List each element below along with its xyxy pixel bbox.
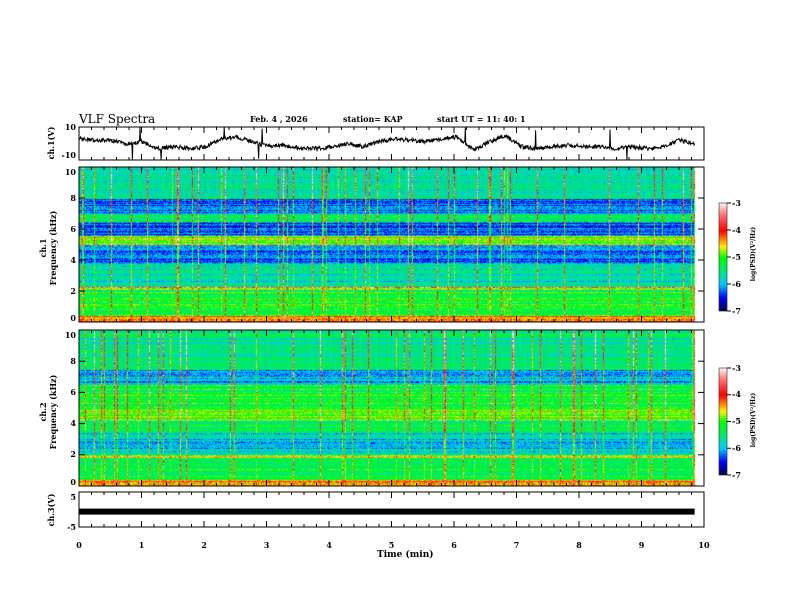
x-tick-label: 1	[138, 539, 145, 550]
x-tick-label: 9	[638, 539, 645, 550]
ch3-ylabel: ch.3(V)	[46, 493, 56, 527]
y-tick-label: 8	[70, 355, 76, 366]
s1-frame	[78, 166, 705, 323]
y-tick-label: 2	[70, 285, 76, 296]
colorbar1-label: log(PSD)(V²/Hz)	[750, 226, 757, 282]
colorbar-tick-label: -4	[732, 224, 741, 235]
x-tick-label: 6	[451, 539, 457, 550]
x-tick-label: 7	[513, 539, 520, 550]
s2-frame	[78, 329, 705, 487]
start-ut-label: start UT = 11: 40: 1	[437, 114, 526, 124]
colorbar-1	[718, 202, 728, 312]
colorbar-tick-label: -6	[732, 278, 741, 289]
colorbar-tick-label: -7	[732, 469, 741, 480]
y-tick-label: 4	[70, 254, 76, 265]
y-tick-label: 10	[64, 329, 76, 340]
x-tick-label: 5	[388, 539, 395, 550]
colorbar-tick-label: -5	[732, 416, 741, 426]
ch1-spec-ylabel: ch.1 Frequency (kHz)	[38, 210, 58, 286]
date-label: Feb. 4 , 2026	[250, 114, 308, 124]
x-tick-label: 10	[698, 539, 710, 550]
x-tick-label: 0	[76, 539, 82, 550]
ch1-trace	[78, 126, 696, 161]
colorbar-tick-label: -7	[732, 305, 741, 316]
x-tick-label: 4	[326, 539, 332, 550]
y-tick-label: 10	[64, 121, 76, 132]
y-tick-label: -5	[67, 521, 76, 532]
x-tick-label: 2	[201, 539, 207, 550]
y-tick-label: -10	[61, 149, 76, 160]
y-tick-label: 6	[70, 386, 76, 397]
ch1-ylabel: ch.1(V)	[46, 126, 56, 160]
colorbar-tick-label: -6	[732, 442, 741, 453]
colorbar-tick-label: -5	[732, 251, 741, 262]
x-tick-label: 8	[576, 539, 582, 550]
x-tick-label: 3	[263, 539, 270, 550]
ch2-spec-ylabel: ch.2 Frequency (kHz)	[38, 374, 58, 450]
x-axis-label: Time (min)	[377, 550, 434, 560]
station-label: station= KAP	[343, 114, 403, 124]
figure-title: VLF Spectra	[79, 112, 156, 126]
y-tick-label: 6	[70, 223, 76, 234]
y-tick-label: 8	[70, 192, 76, 203]
ch3-trace	[79, 508, 695, 515]
colorbar2-label: log(PSD)(V²/Hz)	[750, 392, 757, 448]
colorbar-tick-label: -3	[732, 197, 741, 208]
colorbar-tick-label: -3	[732, 362, 741, 373]
y-tick-label: 0	[70, 476, 76, 487]
y-tick-label: 0	[70, 312, 76, 323]
y-tick-label: 2	[70, 449, 76, 460]
y-tick-label: 4	[70, 418, 76, 429]
colorbar-tick-label: -4	[732, 389, 741, 400]
y-tick-label: 5	[70, 491, 76, 502]
y-tick-label: 10	[64, 166, 76, 177]
colorbar-2	[718, 367, 728, 476]
